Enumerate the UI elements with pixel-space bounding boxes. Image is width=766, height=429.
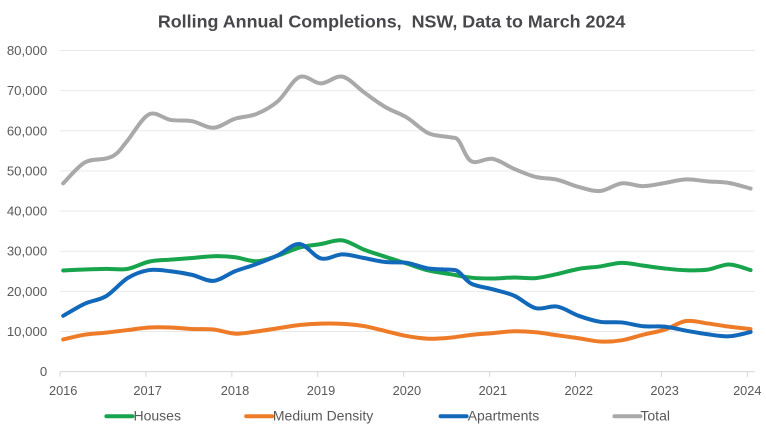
svg-text:Total: Total: [640, 408, 670, 424]
svg-text:Medium Density: Medium Density: [273, 408, 373, 424]
svg-text:80,000: 80,000: [7, 43, 47, 58]
svg-text:2017: 2017: [133, 383, 161, 398]
svg-text:2016: 2016: [49, 383, 77, 398]
svg-text:Rolling Annual Completions, N: Rolling Annual Completions, NSW, Data to…: [158, 12, 626, 32]
svg-text:10,000: 10,000: [7, 324, 47, 339]
svg-text:2020: 2020: [393, 383, 421, 398]
svg-text:2023: 2023: [650, 383, 678, 398]
svg-text:2022: 2022: [564, 383, 592, 398]
svg-text:Houses: Houses: [134, 408, 181, 424]
svg-text:30,000: 30,000: [7, 244, 47, 259]
svg-text:50,000: 50,000: [7, 163, 47, 178]
svg-text:60,000: 60,000: [7, 123, 47, 138]
svg-text:2018: 2018: [221, 383, 249, 398]
svg-text:20,000: 20,000: [7, 284, 47, 299]
svg-text:40,000: 40,000: [7, 204, 47, 219]
svg-text:2019: 2019: [307, 383, 335, 398]
svg-text:Apartments: Apartments: [468, 408, 540, 424]
svg-text:2021: 2021: [479, 383, 507, 398]
svg-text:70,000: 70,000: [7, 83, 47, 98]
svg-text:2024: 2024: [733, 383, 761, 398]
svg-text:0: 0: [40, 364, 47, 379]
